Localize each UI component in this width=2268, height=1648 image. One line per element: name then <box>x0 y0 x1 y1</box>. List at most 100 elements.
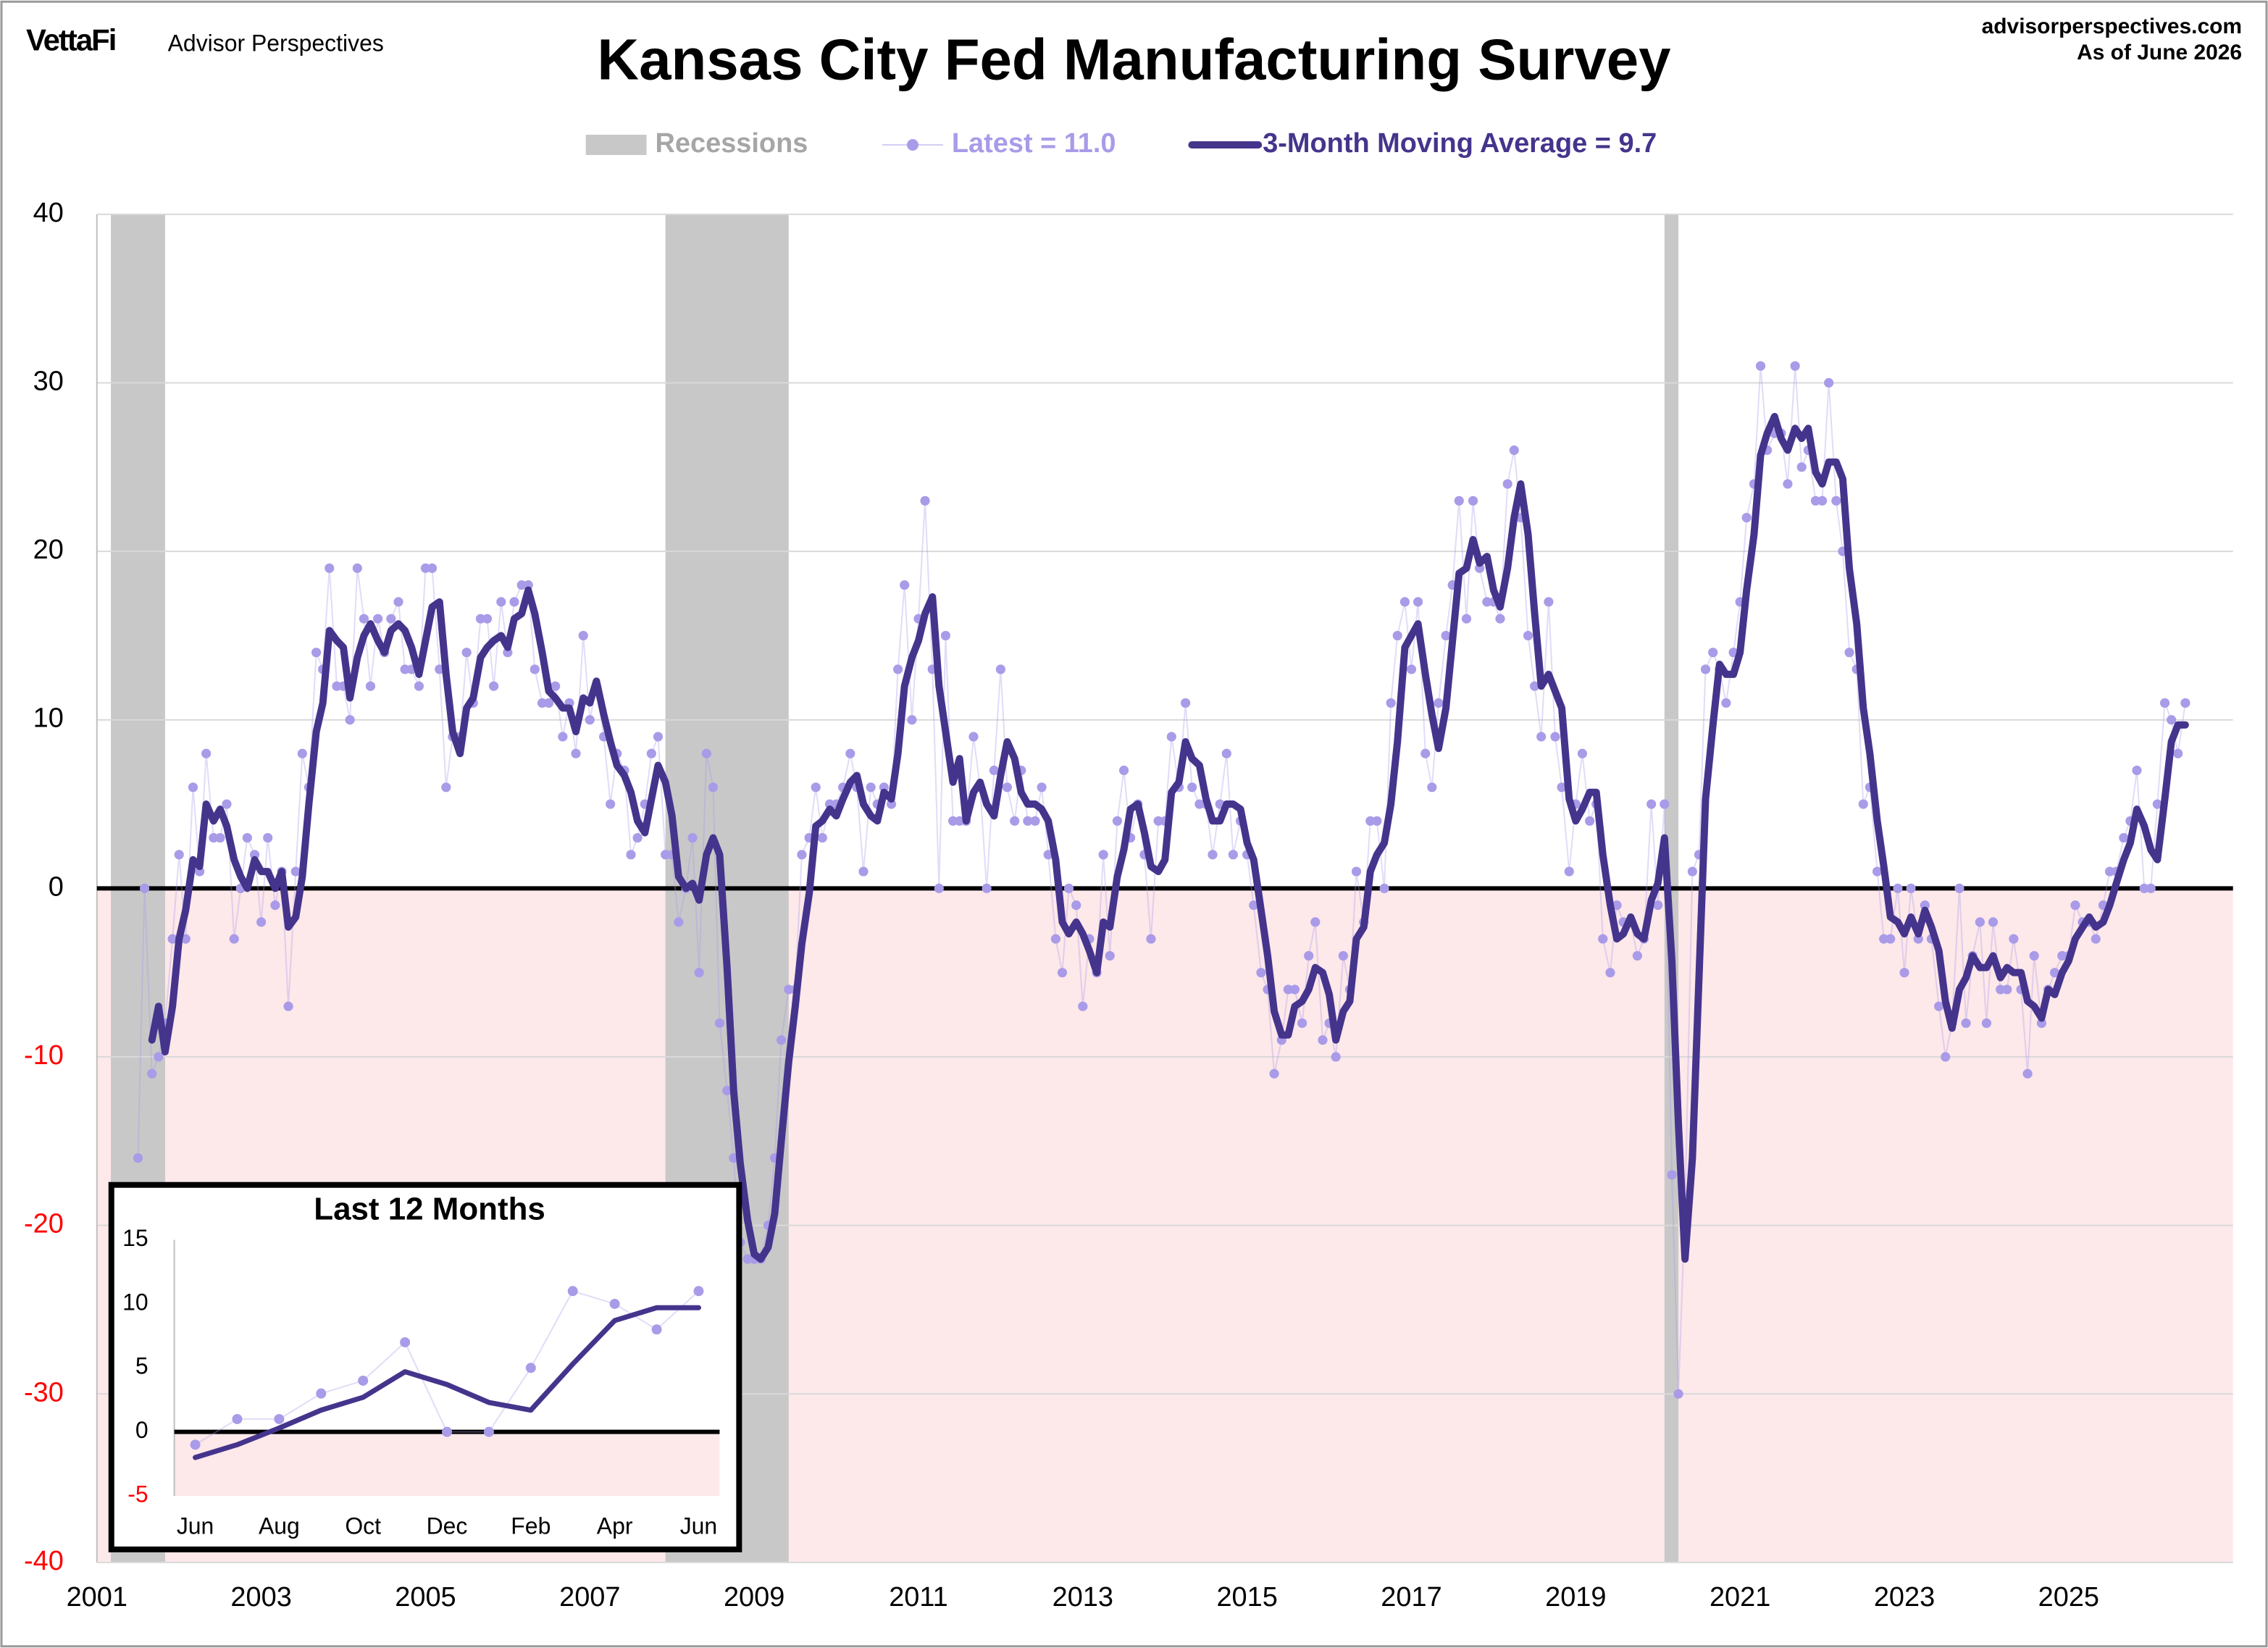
y-tick-label: -10 <box>24 1040 64 1071</box>
brand-subtitle: Advisor Perspectives <box>168 30 384 57</box>
x-tick-label: 2013 <box>1053 1582 1113 1613</box>
data-point <box>1790 361 1800 371</box>
data-point <box>811 782 821 792</box>
data-point <box>133 1153 143 1163</box>
data-point <box>948 816 958 826</box>
data-point <box>442 1426 453 1437</box>
data-point <box>1208 850 1218 860</box>
data-point <box>1996 984 2006 995</box>
data-point <box>139 883 150 893</box>
data-point <box>609 1298 620 1309</box>
data-point <box>1399 597 1410 607</box>
data-point <box>1112 816 1123 826</box>
data-point <box>489 681 499 691</box>
data-point <box>2070 900 2080 911</box>
data-point <box>1386 698 1396 708</box>
data-point <box>1118 765 1129 776</box>
data-point <box>1605 968 1615 978</box>
data-point <box>209 832 219 843</box>
y-tick-label: -40 <box>24 1546 64 1576</box>
data-point <box>2159 698 2170 708</box>
moving-average-line <box>148 413 2189 1263</box>
data-point <box>1708 648 1718 658</box>
data-point <box>1550 732 1560 742</box>
data-point <box>386 614 396 624</box>
negative-region <box>174 1431 720 1497</box>
data-point <box>1468 495 1478 506</box>
legend-label: Latest = 11.0 <box>952 128 1116 159</box>
data-point <box>1660 799 1670 809</box>
y-tick-label: -20 <box>24 1209 64 1239</box>
brand: VettaFi <box>26 22 115 57</box>
data-point <box>1297 1018 1307 1029</box>
data-point <box>530 664 540 674</box>
data-point <box>461 648 472 658</box>
data-point <box>693 1286 704 1297</box>
data-point <box>2104 866 2115 877</box>
x-tick-label: 2023 <box>1874 1582 1935 1613</box>
data-point <box>955 816 965 826</box>
data-point <box>365 681 376 691</box>
data-point <box>2119 832 2129 843</box>
data-point <box>2173 748 2183 758</box>
data-point <box>2167 715 2177 725</box>
data-point <box>400 664 410 674</box>
data-point <box>858 866 869 877</box>
data-point <box>1886 934 1896 944</box>
data-point <box>1824 377 1834 388</box>
data-point <box>154 1052 164 1062</box>
data-point <box>290 866 301 877</box>
data-point <box>714 1018 725 1029</box>
data-point <box>567 1286 578 1297</box>
data-point <box>1893 883 1903 893</box>
data-point <box>1071 900 1081 911</box>
data-point <box>496 597 506 607</box>
data-point <box>1687 866 1697 877</box>
data-point <box>1228 850 1238 860</box>
data-point <box>147 1068 157 1079</box>
data-point <box>509 597 519 607</box>
data-point <box>311 648 322 658</box>
data-point <box>525 1363 536 1373</box>
data-point <box>1755 361 1766 371</box>
data-point <box>1653 900 1663 911</box>
y-tick-label: 10 <box>122 1289 148 1315</box>
data-point <box>2146 883 2156 893</box>
data-point <box>776 1035 787 1045</box>
data-point <box>1187 782 1197 792</box>
data-point <box>653 732 664 742</box>
data-point <box>1010 816 1020 826</box>
x-tick-label: 2011 <box>889 1582 948 1613</box>
data-point <box>934 883 944 893</box>
y-tick-label: -30 <box>24 1377 64 1408</box>
data-point <box>400 1337 411 1347</box>
data-point <box>1392 630 1402 641</box>
data-point <box>893 664 903 674</box>
data-point <box>982 883 992 893</box>
data-point <box>1612 900 1622 911</box>
y-tick-label: 20 <box>33 535 64 565</box>
data-point <box>482 614 493 624</box>
data-point <box>661 850 671 860</box>
data-point <box>1646 799 1657 809</box>
data-point <box>571 748 581 758</box>
legend-label: 3-Month Moving Average = 9.7 <box>1263 128 1657 159</box>
data-point <box>585 715 595 725</box>
data-point <box>797 850 807 860</box>
data-point <box>1810 495 1821 506</box>
data-point <box>2009 934 2019 944</box>
data-point <box>201 748 212 758</box>
data-point <box>606 799 616 809</box>
data-point <box>1078 1001 1088 1011</box>
data-point <box>263 832 273 843</box>
data-point <box>352 563 362 573</box>
data-point <box>229 934 239 944</box>
data-point <box>475 614 486 624</box>
data-point <box>1495 614 1505 624</box>
x-tick-label: Feb <box>511 1513 551 1539</box>
data-point <box>1057 968 1068 978</box>
data-point <box>1544 597 1554 607</box>
data-point <box>1338 950 1348 961</box>
data-point <box>1482 597 1492 607</box>
data-point <box>1585 816 1595 826</box>
